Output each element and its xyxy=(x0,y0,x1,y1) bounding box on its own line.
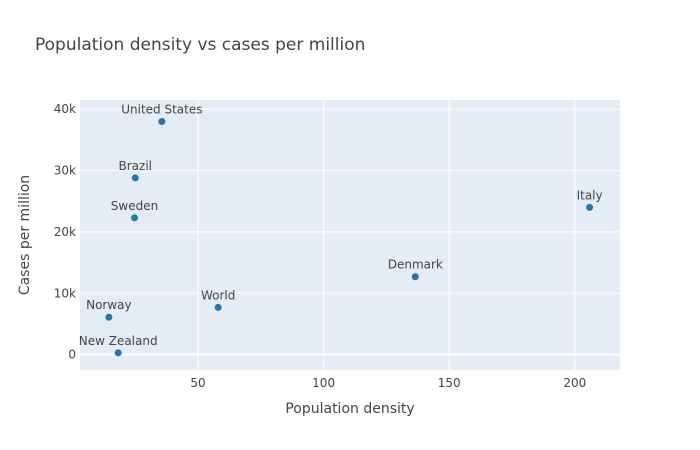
data-points: United States Brazil Sweden Italy Denmark Wor… xyxy=(79,102,603,357)
x-axis-title: Population density xyxy=(285,401,414,417)
data-point-label: Italy xyxy=(577,188,603,202)
y-axis-title: Cases per million xyxy=(17,175,33,295)
data-point-group: Italy xyxy=(577,188,603,211)
y-tick-label: 40k xyxy=(54,102,76,116)
x-tick-label: 100 xyxy=(312,376,335,390)
data-point[interactable] xyxy=(105,313,113,321)
data-point-label: Norway xyxy=(86,298,132,312)
data-point[interactable] xyxy=(131,174,139,182)
data-point-label: Sweden xyxy=(111,199,158,213)
y-axis-ticks: 0 10k 20k 30k 40k xyxy=(54,102,76,361)
data-point[interactable] xyxy=(114,349,122,357)
x-tick-label: 150 xyxy=(438,376,461,390)
y-tick-label: 10k xyxy=(54,286,76,300)
y-tick-label: 30k xyxy=(54,164,76,178)
data-point-group: Norway xyxy=(86,298,132,321)
data-point[interactable] xyxy=(411,273,419,281)
data-point-group: Brazil xyxy=(119,159,153,182)
data-point[interactable] xyxy=(586,203,594,211)
data-point-group: Denmark xyxy=(388,258,443,281)
data-point-group: United States xyxy=(121,102,203,125)
data-point-label: United States xyxy=(121,102,202,116)
data-point-group: New Zealand xyxy=(79,334,158,357)
chart-title: Population density vs cases per million xyxy=(35,35,365,55)
data-point[interactable] xyxy=(131,214,139,222)
data-point-group: World xyxy=(201,288,235,311)
data-point[interactable] xyxy=(158,117,166,125)
data-point-label: Brazil xyxy=(119,159,153,173)
x-tick-label: 200 xyxy=(563,376,586,390)
plot-area xyxy=(80,100,620,370)
data-point[interactable] xyxy=(214,303,222,311)
data-point-label: Denmark xyxy=(388,258,443,272)
x-axis-ticks: 50 100 150 200 xyxy=(190,376,586,390)
data-point-label: New Zealand xyxy=(79,334,158,348)
data-point-label: World xyxy=(201,288,235,302)
gridlines xyxy=(80,100,620,370)
y-tick-label: 20k xyxy=(54,225,76,239)
data-point-group: Sweden xyxy=(111,199,158,222)
x-tick-label: 50 xyxy=(190,376,205,390)
y-tick-label: 0 xyxy=(68,348,76,362)
